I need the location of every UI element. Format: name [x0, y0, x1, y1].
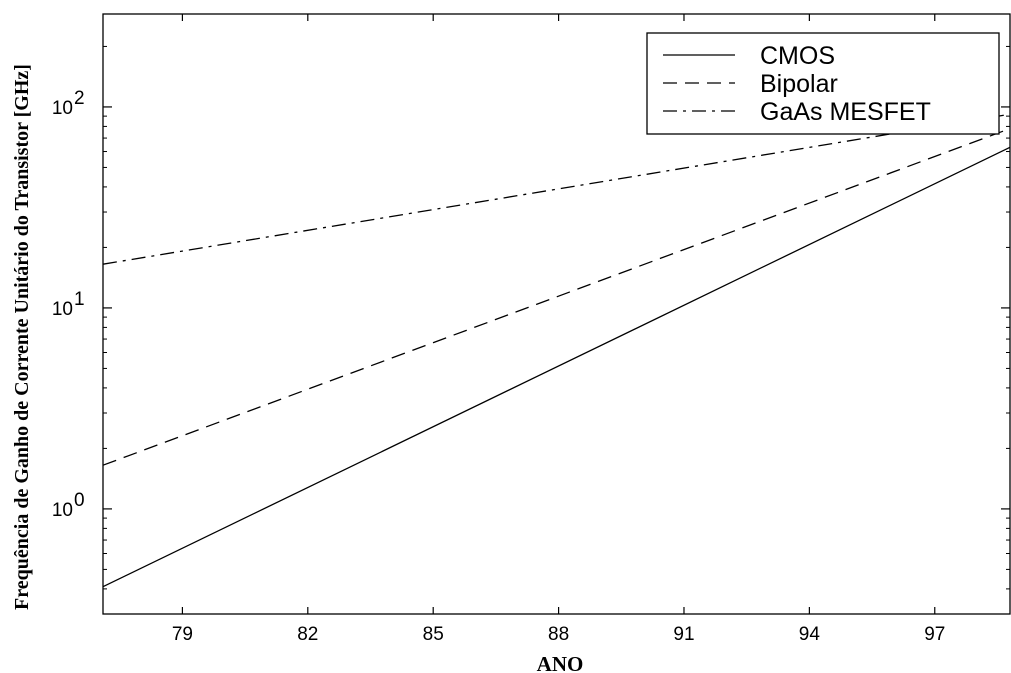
x-tick-label: 97 [924, 624, 945, 645]
x-tick-label: 88 [548, 624, 569, 645]
legend-label: Bipolar [760, 70, 838, 98]
y-tick-label: 10 [52, 299, 73, 320]
y-tick-exponent: 2 [74, 88, 85, 109]
y-tick-label: 10 [52, 500, 73, 521]
legend-label: CMOS [760, 42, 835, 70]
plot-area-frame [102, 13, 1011, 615]
x-tick-label: 82 [297, 624, 318, 645]
legend-label: GaAs MESFET [760, 98, 931, 126]
x-tick-label: 94 [799, 624, 821, 645]
y-tick-exponent: 0 [74, 490, 85, 511]
x-axis-title: ANO [537, 652, 584, 673]
legend-box [646, 32, 1000, 135]
series-line-gaas-mesfet [102, 113, 1011, 265]
series-line-cmos [102, 146, 1011, 588]
x-tick-label: 91 [673, 624, 694, 645]
y-tick-exponent: 1 [74, 289, 85, 310]
y-tick-label: 10 [52, 98, 73, 119]
x-tick-label: 79 [172, 624, 193, 645]
x-tick-label: 85 [423, 624, 444, 645]
y-axis-title: Frequência de Ganho de Corrente Unitário… [11, 64, 33, 610]
series-line-bipolar [102, 127, 1011, 466]
